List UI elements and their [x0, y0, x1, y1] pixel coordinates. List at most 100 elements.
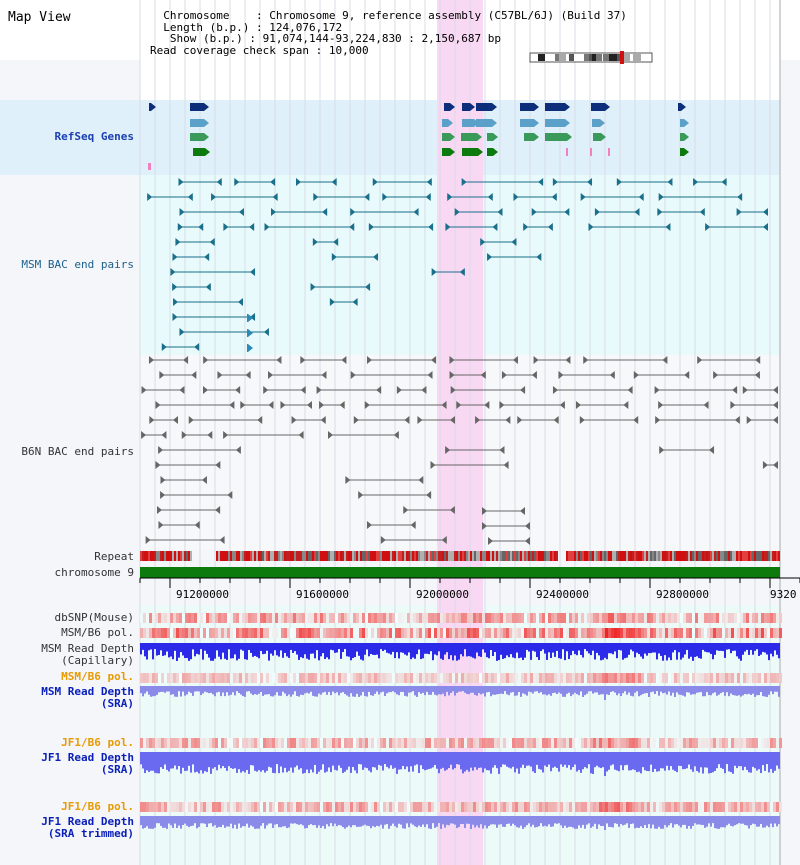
bac-end: [372, 178, 378, 186]
chromosome-value: Chromosome 9, reference assembly (C57BL/…: [269, 9, 627, 22]
heat-cell: [179, 802, 182, 812]
heat-cell: [236, 673, 239, 683]
depth-bar: [588, 752, 590, 765]
depth-bar: [304, 643, 306, 655]
depth-bar: [632, 643, 634, 652]
heat-cell: [593, 613, 596, 623]
heat-cell: [260, 673, 263, 683]
gene-body: [190, 119, 204, 127]
heat-cell: [674, 673, 677, 683]
heat-cell: [557, 673, 560, 683]
depth-bar: [192, 643, 194, 650]
depth-bar: [246, 686, 248, 692]
depth-bar: [710, 643, 712, 654]
depth-bar: [614, 686, 616, 693]
depth-bar: [458, 643, 460, 660]
depth-bar: [352, 816, 354, 826]
gene-mark: [590, 148, 592, 156]
repeat-segment: [674, 551, 676, 561]
depth-bar: [454, 752, 456, 769]
depth-bar: [566, 686, 568, 694]
depth-bar: [488, 752, 490, 771]
heat-cell: [482, 673, 485, 683]
repeat-segment: [714, 551, 716, 561]
heat-cell: [461, 673, 464, 683]
heat-cell: [326, 738, 329, 748]
heat-cell: [257, 802, 260, 812]
repeat-segment: [368, 551, 370, 561]
depth-bar: [170, 816, 172, 826]
bac-end: [410, 521, 416, 529]
heat-cell: [371, 613, 374, 623]
depth-bar: [600, 686, 602, 695]
depth-bar: [374, 752, 376, 768]
repeat-segment: [538, 551, 540, 561]
bac-end: [594, 208, 600, 216]
heat-cell: [710, 628, 713, 638]
depth-bar: [486, 686, 488, 693]
depth-bar: [526, 643, 528, 650]
heat-cell: [431, 802, 434, 812]
heat-cell: [470, 738, 473, 748]
track-label-dbsnp: dbSNP(Mouse): [54, 611, 134, 624]
heat-cell: [323, 628, 326, 638]
depth-bar: [522, 816, 524, 829]
depth-bar: [678, 816, 680, 826]
depth-bar: [402, 752, 404, 766]
heat-cell: [641, 738, 644, 748]
bac-end: [480, 371, 486, 379]
depth-bar: [536, 816, 538, 828]
depth-bar: [778, 643, 780, 659]
heat-cell: [308, 628, 311, 638]
heat-cell: [368, 738, 371, 748]
heat-cell: [569, 628, 572, 638]
depth-bar: [300, 752, 302, 769]
bac-end: [454, 208, 460, 216]
depth-bar: [728, 816, 730, 824]
depth-bar: [324, 686, 326, 692]
depth-bar: [630, 816, 632, 824]
depth-bar: [258, 686, 260, 694]
repeat-segment: [330, 551, 332, 561]
depth-bar: [306, 752, 308, 770]
heat-cell: [725, 613, 728, 623]
repeat-segment: [418, 551, 420, 561]
heat-cell: [497, 738, 500, 748]
gene-body: [476, 103, 492, 111]
depth-bar: [164, 686, 166, 693]
bac-end: [558, 371, 564, 379]
depth-bar: [460, 643, 462, 655]
axis-tick-label: 92800000: [656, 588, 709, 601]
depth-bar: [418, 752, 420, 774]
depth-bar: [464, 816, 466, 828]
depth-bar: [274, 643, 276, 651]
depth-bar: [348, 816, 350, 826]
depth-bar: [626, 643, 628, 658]
depth-bar: [502, 816, 504, 827]
depth-bar: [718, 686, 720, 695]
depth-bar: [524, 752, 526, 769]
depth-bar: [364, 643, 366, 655]
heat-cell: [182, 628, 185, 638]
depth-bar: [370, 686, 372, 696]
heat-cell: [698, 613, 701, 623]
depth-bar: [642, 752, 644, 768]
heat-cell: [584, 673, 587, 683]
heat-cell: [221, 628, 224, 638]
bac-end: [216, 178, 222, 186]
heat-cell: [485, 673, 488, 683]
depth-bar: [480, 686, 482, 695]
heat-cell: [632, 802, 635, 812]
heat-cell: [512, 613, 515, 623]
depth-bar: [230, 816, 232, 824]
bac-end: [525, 522, 530, 530]
bac-end: [175, 238, 181, 246]
heat-cell: [455, 673, 458, 683]
depth-bar: [240, 752, 242, 773]
bac-end: [211, 193, 217, 201]
heat-cell: [608, 628, 611, 638]
depth-bar: [442, 686, 444, 694]
heat-cell: [713, 738, 716, 748]
